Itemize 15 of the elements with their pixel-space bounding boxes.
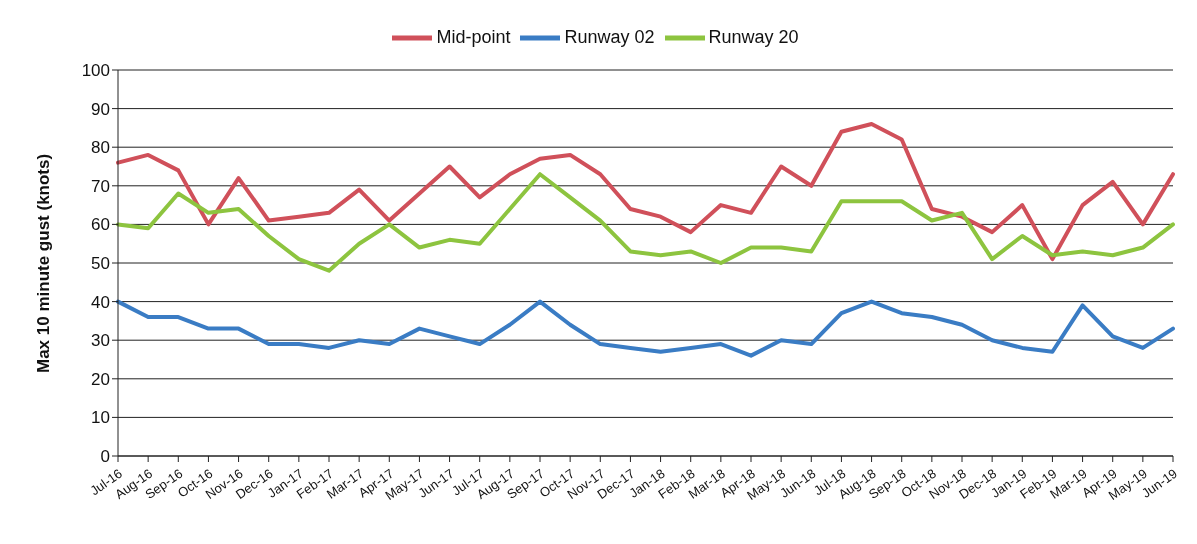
- y-tick-label: 50: [91, 254, 110, 274]
- y-tick-label: 90: [91, 99, 110, 119]
- y-tick-label: 10: [91, 408, 110, 428]
- y-tick-label: 40: [91, 292, 110, 312]
- legend-label: Mid-point: [436, 26, 511, 47]
- y-tick-label: 30: [91, 331, 110, 351]
- y-tick-label: 0: [100, 447, 110, 467]
- y-tick-label: 100: [81, 61, 110, 81]
- legend-label: Runway 20: [708, 26, 799, 47]
- y-tick-label: 60: [91, 215, 110, 235]
- y-tick-label: 70: [91, 176, 110, 196]
- y-axis-title: Max 10 minute gust (knots): [34, 153, 54, 373]
- y-tick-label: 20: [91, 369, 110, 389]
- legend-label: Runway 02: [564, 26, 655, 47]
- y-tick-label: 80: [91, 138, 110, 158]
